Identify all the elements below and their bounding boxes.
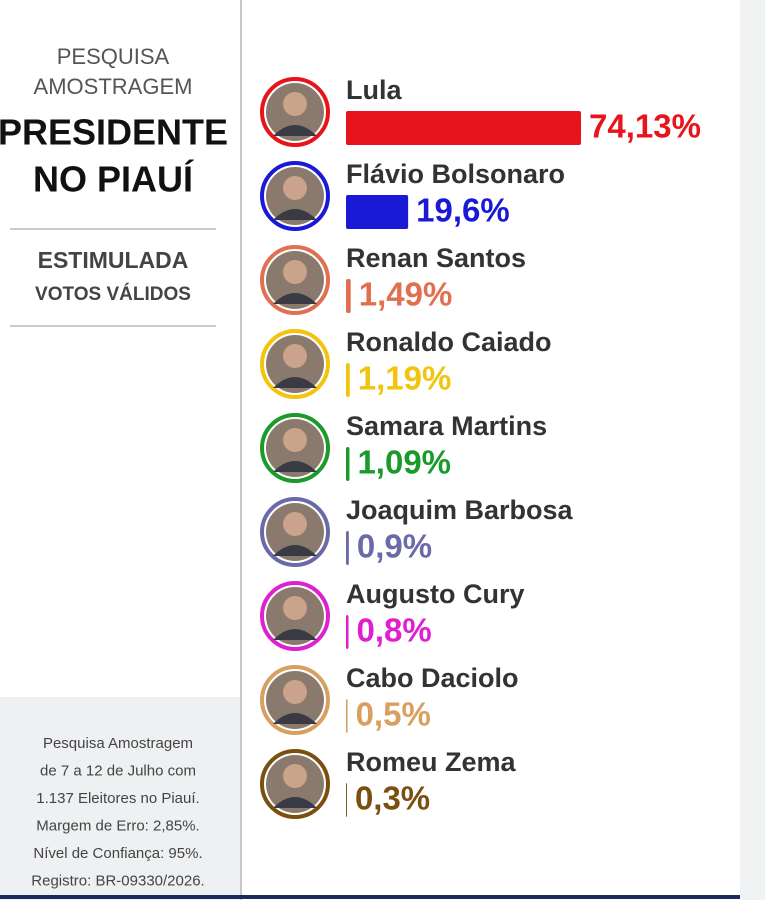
footnote-line: Nível de Confiança: 95%. <box>33 845 202 862</box>
value-label: 0,3% <box>355 780 430 817</box>
value-label: 1,49% <box>359 276 453 313</box>
right-gutter <box>740 0 765 900</box>
footnote-box <box>0 697 240 900</box>
chart-title: NO PIAUÍ <box>33 159 194 200</box>
avatar-head <box>283 596 307 620</box>
avatar-head <box>283 344 307 368</box>
avatar-head <box>283 512 307 536</box>
bar <box>346 447 350 481</box>
avatar-body <box>273 461 317 472</box>
avatar-body <box>273 377 317 388</box>
avatar-body <box>273 545 317 556</box>
subtitle: VOTOS VÁLIDOS <box>35 283 191 305</box>
value-label: 0,8% <box>357 612 432 649</box>
candidate-name: Cabo Daciolo <box>346 663 519 693</box>
bar <box>346 615 349 649</box>
bar <box>346 279 351 313</box>
footnote-line: Registro: BR-09330/2026. <box>31 872 204 889</box>
avatar-head <box>283 260 307 284</box>
subtitle: ESTIMULADA <box>38 247 189 273</box>
avatar-body <box>273 209 317 220</box>
value-label: 74,13% <box>589 108 701 145</box>
bar <box>346 363 350 397</box>
footnote-line: Pesquisa Amostragem <box>43 735 193 752</box>
avatar-head <box>283 680 307 704</box>
value-label: 0,5% <box>356 696 431 733</box>
avatar-head <box>283 428 307 452</box>
value-label: 1,19% <box>358 360 452 397</box>
footnote-line: 1.137 Eleitores no Piauí. <box>36 790 199 807</box>
candidate-name: Samara Martins <box>346 411 547 441</box>
chart-title: PRESIDENTE <box>0 112 228 153</box>
candidate-name: Flávio Bolsonaro <box>346 159 565 189</box>
avatar-head <box>283 764 307 788</box>
candidate-name: Joaquim Barbosa <box>346 495 574 525</box>
header: AMOSTRAGEM <box>34 74 193 99</box>
footnote-line: Margem de Erro: 2,85%. <box>36 817 199 834</box>
bar <box>346 699 348 733</box>
avatar-body <box>273 713 317 724</box>
avatar-head <box>283 92 307 116</box>
value-label: 1,09% <box>357 444 451 481</box>
avatar-body <box>273 125 317 136</box>
bar <box>346 783 347 817</box>
candidate-name: Romeu Zema <box>346 747 517 777</box>
avatar-head <box>283 176 307 200</box>
value-label: 19,6% <box>416 192 510 229</box>
avatar-body <box>273 293 317 304</box>
candidate-name: Renan Santos <box>346 243 526 273</box>
avatar-body <box>273 797 317 808</box>
footnote-line: de 7 a 12 de Julho com <box>40 762 196 779</box>
candidate-name: Ronaldo Caiado <box>346 327 552 357</box>
bar <box>346 531 349 565</box>
candidate-name: Lula <box>346 75 402 105</box>
value-label: 0,9% <box>357 528 432 565</box>
header: PESQUISA <box>57 44 170 69</box>
avatar-body <box>273 629 317 640</box>
bar <box>346 111 581 145</box>
bar <box>346 195 409 229</box>
candidate-name: Augusto Cury <box>346 579 525 609</box>
